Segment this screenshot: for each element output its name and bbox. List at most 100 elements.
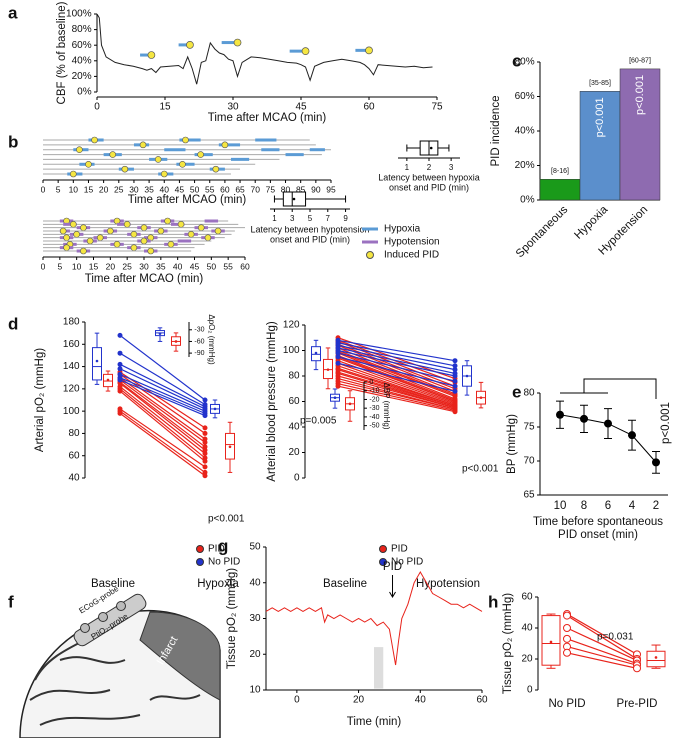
- y-tick-label: -40: [369, 414, 379, 421]
- legend-swatch: [379, 558, 387, 566]
- y-tick-label: -30: [369, 405, 379, 412]
- sulcus: [29, 689, 111, 701]
- y-tick-label: 0: [369, 379, 373, 386]
- x-tick-label: 20: [99, 184, 109, 194]
- pair-line: [119, 352, 206, 405]
- x-tick-label: 20: [106, 261, 116, 271]
- x-tick-label: 75: [431, 102, 443, 113]
- pid-marker: [80, 247, 87, 255]
- pair-point: [117, 350, 123, 356]
- x-tick-label: 70: [250, 184, 260, 194]
- pid-marker: [154, 156, 162, 163]
- y-tick-label: 160: [63, 339, 80, 350]
- pid-marker: [59, 227, 67, 235]
- box: [311, 346, 321, 362]
- y-tick-label: 180: [63, 317, 80, 328]
- y-tick-label: -60: [194, 338, 204, 345]
- pid-marker: [177, 221, 185, 228]
- y-tick-label: 50: [249, 542, 261, 553]
- x-tick-label: 4: [629, 500, 636, 512]
- pair-point: [202, 439, 208, 445]
- x-tick-label: 25: [122, 261, 132, 271]
- mean: [326, 368, 330, 371]
- y-tick-label: 60: [68, 450, 80, 461]
- pid-marker: [86, 237, 94, 245]
- pair-line: [337, 339, 456, 362]
- legend-label: PID: [208, 544, 225, 555]
- x-tick-label: 40: [160, 184, 170, 194]
- y-tick-label: 40: [288, 422, 300, 433]
- pid-marker: [147, 51, 156, 59]
- y-axis-label: BP (mmHg): [506, 414, 518, 474]
- pair-point: [452, 388, 458, 394]
- x-tick-label: 5: [57, 261, 62, 271]
- mean: [348, 402, 352, 406]
- pid-marker: [187, 231, 195, 238]
- pair-line: [119, 408, 206, 468]
- pair-point: [117, 361, 123, 367]
- x-tick-label: 35: [144, 184, 154, 194]
- pair-line: [337, 349, 456, 377]
- pid-marker: [63, 244, 70, 251]
- legend-label: Hypotension: [384, 237, 440, 248]
- y-tick-label: 80%: [515, 57, 535, 68]
- trace: [265, 570, 483, 666]
- pair-line: [119, 334, 206, 401]
- ci-label: [8-16]: [551, 168, 569, 175]
- x-tick-label: 10: [72, 261, 82, 271]
- electrode: [98, 612, 108, 622]
- p-label: p<0.001: [634, 75, 646, 115]
- x-axis-label: Time after MCAO (min): [208, 112, 327, 124]
- y-axis-label: CBF (% of baseline): [56, 1, 68, 104]
- pair-line: [337, 362, 456, 405]
- pair-line: [337, 352, 456, 400]
- y-tick-label: -10: [369, 388, 379, 395]
- pid-marker: [130, 231, 138, 238]
- mean: [549, 640, 553, 644]
- pair-point: [202, 425, 208, 431]
- pair-line: [337, 385, 456, 413]
- pid-marker: [113, 241, 121, 248]
- pair-line: [337, 342, 456, 367]
- x-tick-label: Baseline: [91, 578, 135, 590]
- pair-line: [337, 380, 456, 410]
- x-tick-label: 0: [41, 184, 46, 194]
- x-tick-label: 60: [476, 695, 488, 706]
- y-tick-label: 80: [523, 388, 535, 399]
- pair-line: [337, 362, 456, 392]
- pair-point: [452, 409, 458, 415]
- bar: [539, 179, 581, 201]
- pair-point: [563, 624, 571, 632]
- pid-marker: [221, 141, 229, 149]
- infarct: [139, 611, 221, 701]
- mean: [479, 396, 483, 399]
- x-tick-label: 40: [415, 695, 427, 706]
- pair-line: [566, 652, 638, 669]
- pair-point: [117, 377, 123, 383]
- x-tick-label: 40: [173, 261, 183, 271]
- y-tick-label: -20: [369, 396, 379, 403]
- panel-letter: d: [8, 314, 18, 333]
- x-tick-label: 0: [94, 102, 100, 113]
- y-tick-label: 40: [249, 577, 261, 588]
- pair-point: [202, 473, 208, 479]
- x-tick-label: 45: [175, 184, 185, 194]
- x-tick-label: Hypotension: [416, 578, 480, 590]
- y-tick-label: 80: [68, 428, 80, 439]
- pid-marker: [233, 38, 242, 47]
- x-tick-label: 3: [449, 163, 454, 172]
- x-axis-label: Time (min): [347, 716, 402, 728]
- y-tick-label: -90: [194, 350, 204, 357]
- pid-marker: [130, 244, 138, 251]
- panel-letter: a: [8, 3, 18, 22]
- mean: [314, 351, 318, 355]
- y-tick-label: 60: [288, 396, 300, 407]
- pair-line: [337, 344, 456, 392]
- pair-line: [119, 371, 206, 429]
- bar: [619, 68, 661, 201]
- y-tick-label: 0%: [77, 87, 92, 98]
- point: [556, 410, 564, 419]
- x-tick-label: 3: [290, 214, 295, 223]
- x-tick-label: 9: [343, 214, 348, 223]
